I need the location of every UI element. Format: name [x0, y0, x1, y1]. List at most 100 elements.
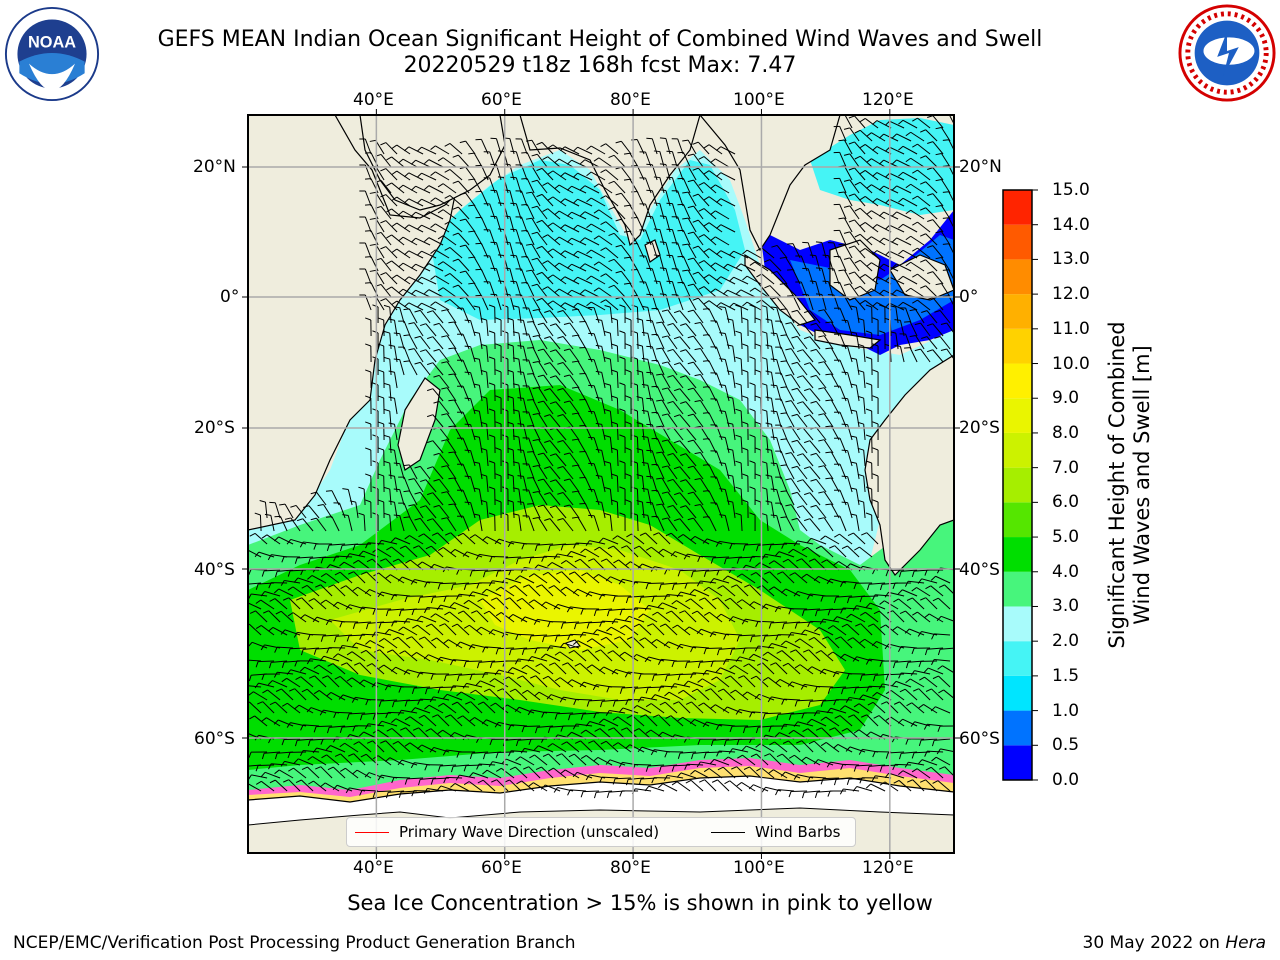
colorbar-tick-label: 9.0 [1052, 388, 1080, 409]
wind-barb-feather [383, 356, 390, 360]
wind-barb-feather [854, 155, 861, 160]
wind-barb-shaft [679, 336, 691, 350]
wind-barb-feather [891, 237, 898, 243]
wind-barb-shaft [598, 183, 613, 194]
wind-barb-feather [615, 140, 622, 144]
wind-barb-feather [459, 218, 466, 222]
wind-barb-shaft [577, 412, 587, 428]
wind-barb-shaft [847, 320, 853, 337]
wind-barb-feather [920, 233, 926, 237]
wind-barb-feather [544, 362, 551, 365]
wind-barb-shaft [543, 400, 554, 415]
wind-barb-feather [410, 211, 416, 217]
wind-barb-feather [424, 289, 430, 294]
wind-barb-feather [391, 144, 398, 149]
wind-barb-feather [843, 127, 850, 130]
wind-barb-feather [703, 144, 710, 149]
footer-date-text: 30 May 2022 on [1082, 933, 1226, 953]
wind-barb-shaft [555, 349, 567, 363]
wind-barb-feather [444, 247, 451, 251]
wind-barb-feather [410, 289, 416, 295]
wind-barb-feather [566, 185, 572, 191]
wind-barb-shaft [526, 282, 535, 298]
wind-barb-shaft [776, 333, 782, 350]
wind-barb-shaft [809, 336, 821, 350]
wind-barb-shaft [697, 167, 710, 181]
wind-barb-shaft [538, 309, 548, 324]
wind-barb-feather [935, 257, 942, 260]
wind-barb-feather [369, 217, 376, 220]
wind-barb-feather [380, 142, 387, 146]
wind-barb-shaft [864, 196, 879, 207]
wind-barb-shaft [740, 332, 743, 350]
wind-barb-shaft [478, 411, 483, 428]
wind-barb-shaft [425, 323, 437, 337]
wind-barb-feather [765, 344, 772, 347]
wind-barb-feather [815, 293, 822, 296]
wind-barb-shaft [547, 286, 561, 298]
wind-barb-shaft [432, 414, 444, 428]
wind-barb-feather [364, 178, 372, 180]
wind-barb-shaft [432, 310, 444, 324]
wind-barb-shaft [843, 295, 853, 311]
wind-barb-shaft [385, 220, 398, 233]
wind-barb-feather [433, 348, 440, 352]
wind-barb-shaft [605, 299, 619, 311]
wave-vector-field [248, 115, 954, 799]
wind-barb-shaft [446, 387, 457, 402]
wind-barb-shaft [609, 333, 613, 350]
wind-barb-feather [586, 223, 592, 229]
wind-barb-feather [557, 310, 564, 313]
wind-barb-feather [905, 131, 911, 137]
wind-barb-shaft [402, 236, 418, 246]
wind-barb-shaft [636, 295, 645, 311]
wind-barb-shaft [380, 206, 392, 220]
wind-barb-feather [787, 295, 794, 297]
wind-barb-feather [653, 176, 660, 179]
wind-barb-shaft [657, 412, 665, 428]
wind-barb-shaft [577, 224, 593, 233]
wind-barb-feather [473, 409, 480, 412]
wind-barb-shaft [780, 320, 788, 337]
wind-barb-feather [619, 408, 626, 412]
wind-barb-shaft [864, 274, 879, 285]
wind-barb-shaft [394, 372, 398, 389]
wind-barb-feather [680, 375, 687, 378]
wind-barb-feather [841, 397, 848, 400]
wind-barb-shaft [854, 193, 866, 207]
wind-barb-shaft [457, 180, 470, 194]
wind-barb-feather [841, 345, 848, 348]
colorbar-tick-label: 5.0 [1052, 527, 1080, 548]
wind-barb-shaft [419, 336, 431, 350]
wind-barb-feather [898, 275, 904, 281]
wind-barb-feather [687, 153, 694, 157]
wind-barb-shaft [629, 204, 639, 220]
wind-barb-shaft [415, 211, 431, 220]
wind-barb-shaft [593, 359, 600, 376]
wind-barb-feather [495, 343, 502, 347]
wind-barb-shaft [849, 179, 860, 194]
wind-barb-shaft [925, 181, 938, 194]
wind-barb-shaft [408, 276, 424, 285]
map-title: GEFS MEAN Indian Ocean Significant Heigh… [157, 27, 1043, 52]
wind-barb-feather [843, 283, 850, 286]
wind-barb-feather [780, 308, 787, 311]
wind-barb-shaft [809, 362, 821, 376]
wind-barb-shaft [449, 143, 463, 155]
wind-barb-shaft [776, 385, 782, 402]
wind-barb-feather [571, 308, 579, 311]
wind-barb-feather [656, 399, 663, 402]
wind-barb-feather [459, 140, 466, 144]
noaa-logo: NOAA [4, 6, 100, 102]
wind-barb-feather [673, 414, 680, 418]
colorbar-swatch [1003, 571, 1032, 607]
wind-barb-feather [531, 153, 538, 157]
wind-barb-feather [459, 244, 466, 248]
wind-barb-feather [416, 276, 422, 282]
wind-barb-feather [403, 250, 410, 256]
wind-barb-shaft [636, 332, 639, 350]
wind-barb-feather [857, 343, 864, 347]
wind-barb-shaft [687, 139, 697, 155]
wind-barb-feather [473, 331, 480, 334]
wind-barb-shaft [651, 320, 658, 337]
